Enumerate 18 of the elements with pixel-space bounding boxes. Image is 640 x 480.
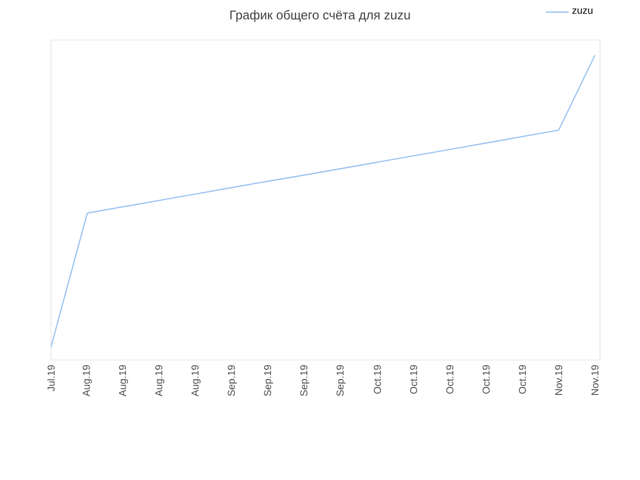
x-tick-label: Oct.19 <box>482 365 490 394</box>
x-tick-label: Sep.19 <box>336 365 346 396</box>
x-tick-label: Aug.19 <box>155 365 164 396</box>
x-tick-label: Sep.19 <box>228 365 237 396</box>
x-tick-label: Aug.19 <box>192 365 201 396</box>
x-tick-label: Oct.19 <box>410 365 418 394</box>
chart-title: График общего счёта для zuzu <box>230 10 410 22</box>
x-tick-label: Nov.19 <box>555 365 562 395</box>
x-tick-label: Oct.19 <box>374 365 381 394</box>
x-tick-label: Aug.19 <box>118 365 128 396</box>
x-tick-label: Sep.19 <box>300 365 310 396</box>
x-tick-label: Jul.19 <box>47 365 55 392</box>
x-tick-label: Sep.19 <box>264 365 274 396</box>
x-tick-label: Aug.19 <box>82 365 92 396</box>
x-tick-label: Nov.19 <box>591 365 598 395</box>
legend-label: zuzu <box>572 8 592 14</box>
x-tick-label: Oct.19 <box>446 365 454 394</box>
x-tick-label: Oct.19 <box>518 365 526 394</box>
